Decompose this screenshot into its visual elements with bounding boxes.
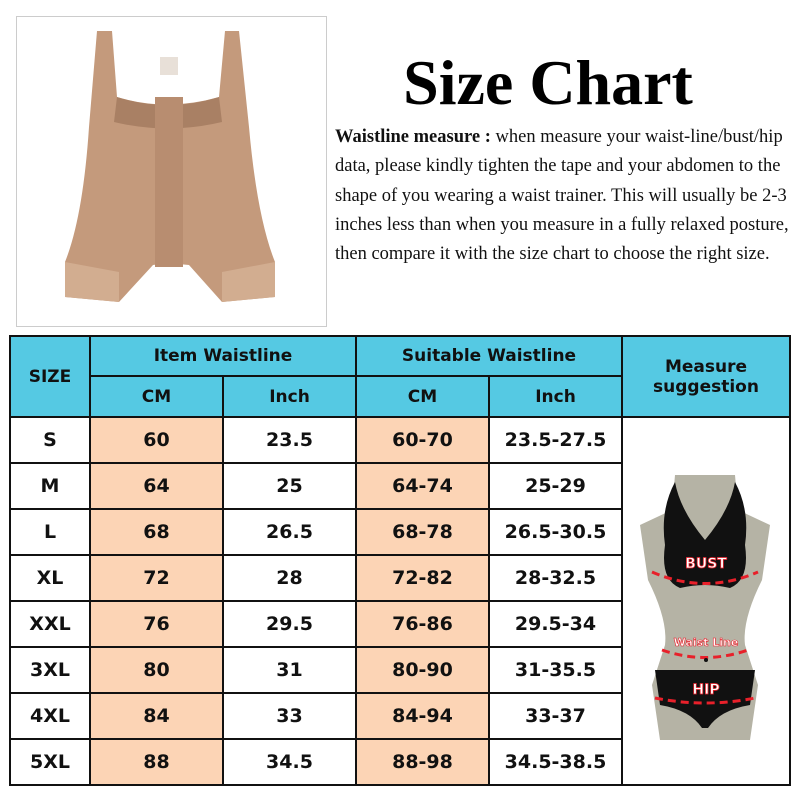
waist-line: [661, 648, 749, 659]
cell-suitable-inch: 33-37: [488, 692, 623, 740]
table-row: 3XL 80 31 80-90 31-35.5: [9, 646, 790, 694]
cell-suitable-inch: 25-29: [488, 462, 623, 510]
table-row: L 68 26.5 68-78 26.5-30.5: [9, 508, 790, 556]
table-row: XXL 76 29.5 76-86 29.5-34: [9, 600, 790, 648]
measure-description: Waistline measure : when measure your wa…: [335, 123, 795, 269]
cell-suitable-cm: 84-94: [355, 692, 490, 740]
cell-size: M: [9, 462, 91, 510]
cell-item-cm: 80: [89, 646, 224, 694]
header-size: SIZE: [9, 335, 91, 418]
cell-size: S: [9, 416, 91, 464]
header-item-waistline: Item Waistline: [89, 335, 357, 377]
cell-suitable-inch: 23.5-27.5: [488, 416, 623, 464]
cell-item-inch: 31: [222, 646, 357, 694]
bodysuit-illustration: [65, 31, 275, 302]
table-row: 5XL 88 34.5 88-98 34.5-38.5: [9, 738, 790, 786]
cell-size: XXL: [9, 600, 91, 648]
cell-suitable-inch: 26.5-30.5: [488, 508, 623, 556]
header-cm: CM: [89, 375, 224, 418]
cell-item-cm: 88: [89, 738, 224, 786]
description-text: when measure your waist-line/bust/hip da…: [335, 127, 789, 265]
cell-item-inch: 33: [222, 692, 357, 740]
cell-suitable-cm: 68-78: [355, 508, 490, 556]
bust-label: BUST: [685, 556, 727, 572]
description-lead: Waistline measure :: [335, 127, 491, 147]
cell-suitable-cm: 88-98: [355, 738, 490, 786]
cell-item-cm: 68: [89, 508, 224, 556]
cell-suitable-inch: 34.5-38.5: [488, 738, 623, 786]
header-inch: Inch: [488, 375, 623, 418]
cell-item-cm: 76: [89, 600, 224, 648]
cell-suitable-cm: 80-90: [355, 646, 490, 694]
cell-item-cm: 84: [89, 692, 224, 740]
size-table: SIZE Item Waistline Suitable Waistline M…: [9, 335, 791, 786]
mannequin-diagram: BUST Waist Line HIP: [640, 475, 770, 740]
table-row: XL 72 28 72-82 28-32.5: [9, 554, 790, 602]
cell-size: L: [9, 508, 91, 556]
waist-label: Waist Line: [674, 636, 739, 649]
header-cm: CM: [355, 375, 490, 418]
cell-size: 3XL: [9, 646, 91, 694]
cell-size: 5XL: [9, 738, 91, 786]
cell-suitable-cm: 76-86: [355, 600, 490, 648]
cell-item-cm: 60: [89, 416, 224, 464]
cell-suitable-cm: 72-82: [355, 554, 490, 602]
cell-item-cm: 72: [89, 554, 224, 602]
page-title: Size Chart: [403, 47, 693, 118]
cell-suitable-cm: 64-74: [355, 462, 490, 510]
cell-suitable-cm: 60-70: [355, 416, 490, 464]
header-suitable-waistline: Suitable Waistline: [355, 335, 623, 377]
product-image: [16, 16, 327, 327]
header-inch: Inch: [222, 375, 357, 418]
cell-item-inch: 23.5: [222, 416, 357, 464]
table-row: S 60 23.5 60-70 23.5-27.5: [9, 416, 791, 786]
table-row: M 64 25 64-74 25-29: [9, 462, 790, 510]
cell-item-inch: 26.5: [222, 508, 357, 556]
bikini-bottom: [655, 670, 755, 728]
hip-label: HIP: [692, 682, 719, 698]
cell-suitable-inch: 31-35.5: [488, 646, 623, 694]
cell-item-cm: 64: [89, 462, 224, 510]
cell-size: XL: [9, 554, 91, 602]
cell-item-inch: 29.5: [222, 600, 357, 648]
cell-item-inch: 28: [222, 554, 357, 602]
cell-suitable-inch: 29.5-34: [488, 600, 623, 648]
bikini-top: [663, 482, 747, 588]
table-row: 4XL 84 33 84-94 33-37: [9, 692, 790, 740]
cell-size: 4XL: [9, 692, 91, 740]
bust-line: [651, 570, 759, 585]
cell-item-inch: 34.5: [222, 738, 357, 786]
cell-suitable-inch: 28-32.5: [488, 554, 623, 602]
cell-item-inch: 25: [222, 462, 357, 510]
header-measure-suggestion: Measure suggestion: [621, 335, 791, 418]
